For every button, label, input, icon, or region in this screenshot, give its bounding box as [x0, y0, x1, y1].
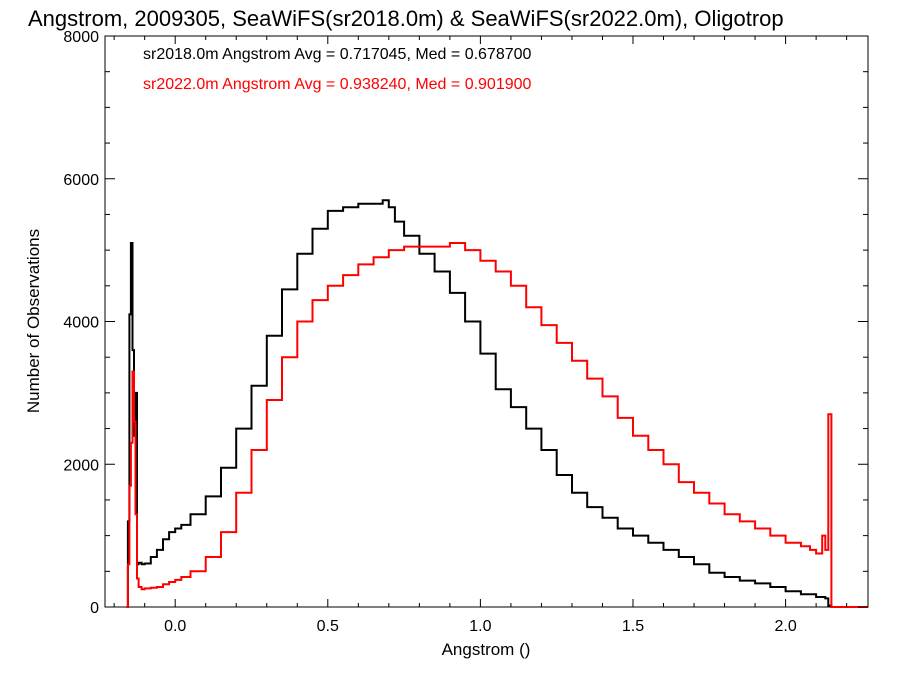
- y-axis-label: Number of Observations: [24, 229, 43, 413]
- x-tick-label: 1.5: [622, 618, 644, 635]
- x-tick-label: 1.0: [469, 618, 491, 635]
- x-axis-label: Angstrom (): [442, 640, 531, 659]
- stats-annotation-2: sr2022.0m Angstrom Avg = 0.938240, Med =…: [143, 76, 532, 93]
- chart-title: Angstrom, 2009305, SeaWiFS(sr2018.0m) & …: [28, 6, 784, 31]
- y-tick-label: 0: [90, 600, 99, 617]
- y-tick-label: 2000: [63, 457, 99, 474]
- series-line-2: [126, 242, 868, 608]
- x-tick-label: 0.0: [164, 618, 186, 635]
- y-tick-label: 4000: [63, 315, 99, 332]
- stats-annotation-1: sr2018.0m Angstrom Avg = 0.717045, Med =…: [143, 46, 532, 63]
- series-line-1: [126, 199, 868, 608]
- x-tick-label: 2.0: [774, 618, 796, 635]
- y-tick-label: 8000: [63, 29, 99, 46]
- y-tick-label: 6000: [63, 172, 99, 189]
- x-tick-label: 0.5: [317, 618, 339, 635]
